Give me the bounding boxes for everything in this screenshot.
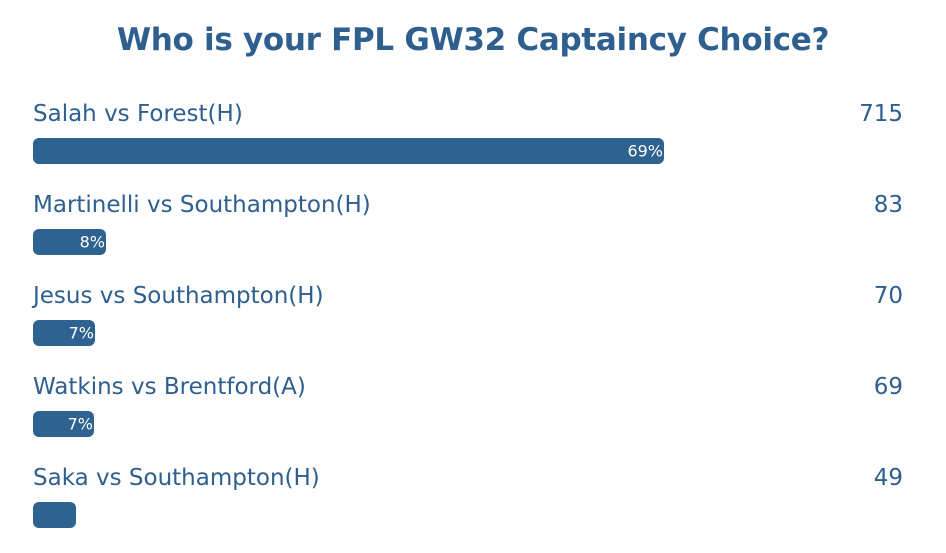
option-percent-label: 8% bbox=[79, 232, 105, 252]
poll-results: Salah vs Forest(H) 715 69% Martinelli vs… bbox=[33, 98, 903, 553]
poll-option: Watkins vs Brentford(A) 69 7% bbox=[33, 371, 903, 462]
chart-title: Who is your FPL GW32 Captaincy Choice? bbox=[116, 22, 830, 58]
option-label: Saka vs Southampton(H) bbox=[33, 465, 320, 491]
option-bar: 69% bbox=[33, 138, 664, 164]
option-percent-label: 7% bbox=[67, 414, 93, 434]
option-vote-count: 83 bbox=[873, 192, 903, 218]
option-percent-label: 69% bbox=[627, 141, 663, 161]
poll-option: Salah vs Forest(H) 715 69% bbox=[33, 98, 903, 189]
option-bar: 8% bbox=[33, 229, 106, 255]
poll-option: Saka vs Southampton(H) 49 bbox=[33, 462, 903, 553]
option-label: Salah vs Forest(H) bbox=[33, 101, 243, 127]
option-vote-count: 69 bbox=[873, 374, 903, 400]
option-vote-count: 49 bbox=[873, 465, 903, 491]
poll-option: Martinelli vs Southampton(H) 83 8% bbox=[33, 189, 903, 280]
option-vote-count: 715 bbox=[859, 101, 903, 127]
option-label: Watkins vs Brentford(A) bbox=[33, 374, 306, 400]
option-label: Martinelli vs Southampton(H) bbox=[33, 192, 371, 218]
option-percent-label: 7% bbox=[68, 323, 94, 343]
option-bar bbox=[33, 502, 76, 528]
option-bar: 7% bbox=[33, 320, 95, 346]
option-label: Jesus vs Southampton(H) bbox=[33, 283, 324, 309]
option-vote-count: 70 bbox=[873, 283, 903, 309]
poll-option: Jesus vs Southampton(H) 70 7% bbox=[33, 280, 903, 371]
option-bar: 7% bbox=[33, 411, 94, 437]
